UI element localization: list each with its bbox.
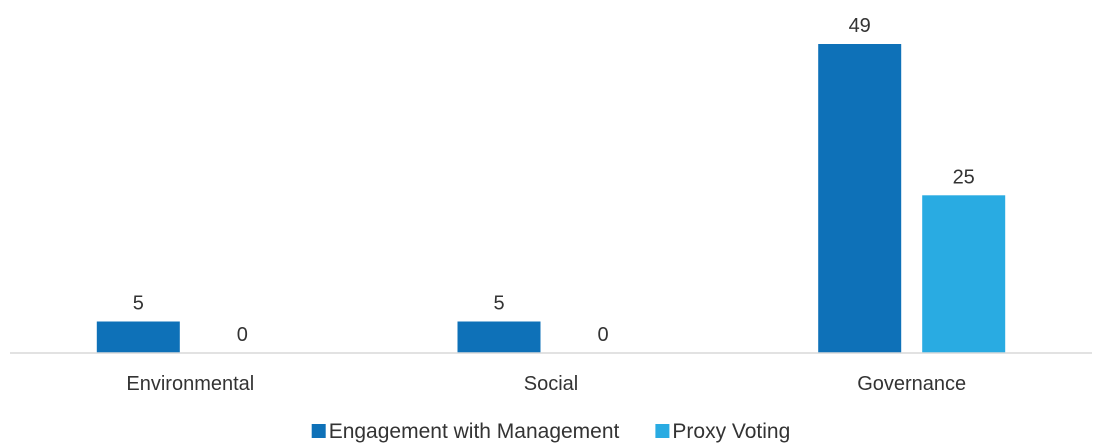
- legend-label-engagement-with-management: Engagement with Management: [329, 420, 620, 443]
- x-tick-label-governance: Governance: [857, 373, 966, 395]
- legend-swatch-proxy-voting: [655, 424, 670, 438]
- value-label-governance-engagement-with-management: 49: [849, 15, 871, 37]
- legend-swatch-engagement-with-management: [311, 424, 326, 438]
- bars-layer: [96, 44, 1006, 353]
- legend-label-proxy-voting: Proxy Voting: [672, 420, 790, 443]
- legend: Engagement with Management Proxy Voting: [311, 420, 790, 443]
- bar-governance-engagement-with-management: [818, 44, 902, 353]
- bar-environmental-engagement-with-management: [96, 321, 180, 353]
- value-labels-layer: 5 0 5 0 49 25: [133, 15, 975, 346]
- legend-item-proxy-voting: Proxy Voting: [655, 420, 790, 443]
- x-tick-label-environmental: Environmental: [126, 373, 254, 395]
- value-label-social-proxy-voting: 0: [597, 324, 608, 346]
- bar-governance-proxy-voting: [922, 195, 1006, 353]
- x-tick-label-social: Social: [524, 373, 578, 395]
- value-label-environmental-proxy-voting: 0: [237, 324, 248, 346]
- value-label-environmental-engagement-with-management: 5: [133, 293, 144, 315]
- x-axis-tick-labels: Environmental Social Governance: [126, 373, 966, 395]
- value-label-governance-proxy-voting: 25: [953, 166, 975, 188]
- bar-social-engagement-with-management: [457, 321, 541, 353]
- legend-item-engagement-with-management: Engagement with Management: [311, 420, 620, 443]
- value-label-social-engagement-with-management: 5: [493, 293, 504, 315]
